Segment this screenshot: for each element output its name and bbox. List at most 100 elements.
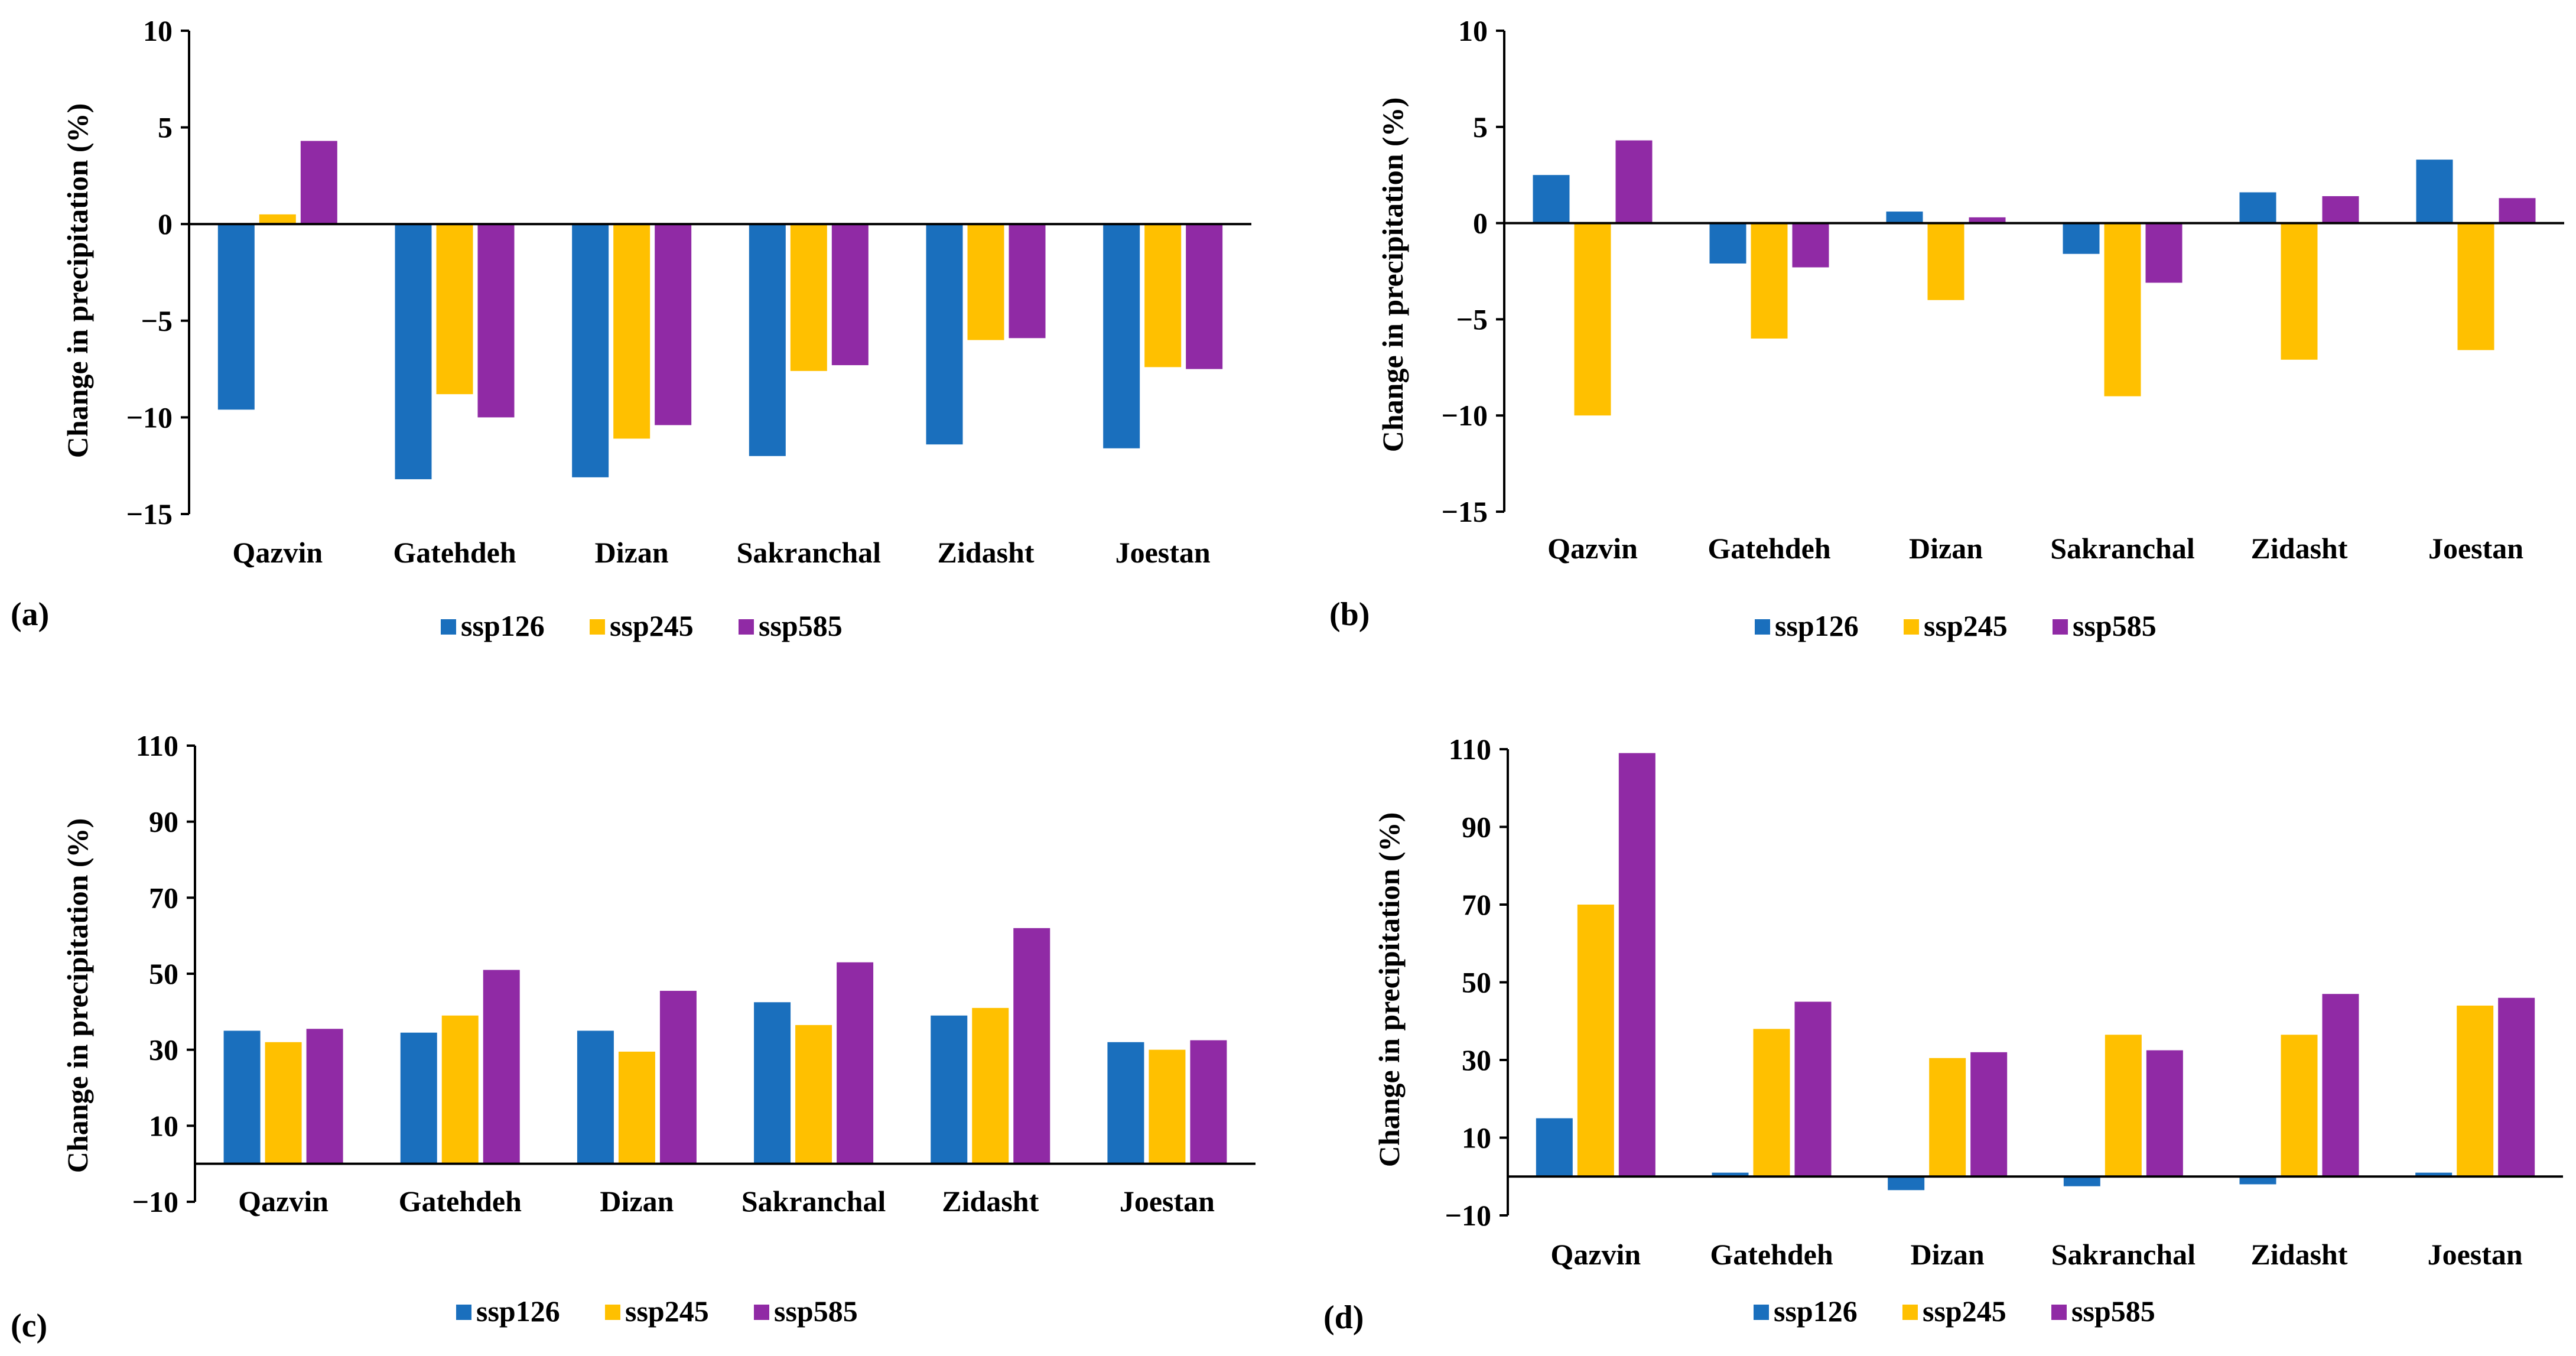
legend-label: ssp585 [2071,1295,2155,1328]
bar-ssp245 [1144,224,1182,368]
y-tick-label: 0 [158,207,173,240]
panel-b: (b) Change in precipitation (%) 10 5 0 −5 −1… [1329,14,2564,642]
bar-ssp585 [1009,224,1046,339]
bar-ssp585 [2146,1050,2183,1177]
x-category-label: Sakranchal [741,1185,886,1218]
x-category-label: Joestan [1115,536,1211,569]
bar-ssp245 [1927,223,1964,300]
legend-swatch-ssp126 [441,619,456,635]
bar-ssp585 [1792,223,1829,268]
bar-ssp245 [967,224,1004,340]
y-tick-label: 90 [149,805,178,838]
bar-ssp585 [2322,994,2359,1177]
y-tick-label: −10 [1442,399,1488,432]
bar-ssp585 [1618,753,1655,1177]
legend-label: ssp585 [2073,609,2157,642]
bar-ssp245 [618,1051,655,1164]
bar-ssp126 [1709,223,1746,264]
y-tick-label: 10 [143,14,173,47]
y-tick-label: 50 [1462,966,1491,999]
bar-ssp585 [1190,1040,1227,1164]
bar-ssp126 [754,1002,791,1164]
legend-swatch-ssp585 [2053,619,2068,635]
bar-ssp585 [2498,997,2535,1177]
y-axis-label: Change in precipitation (%) [61,103,94,458]
bar-ssp126 [577,1030,614,1164]
bar-ssp245 [613,224,650,439]
y-tick-label: −5 [141,304,173,337]
bar-ssp585 [1969,217,2006,223]
bar-ssp585 [1013,928,1050,1164]
y-tick-label: 10 [1462,1121,1491,1155]
legend-label: ssp245 [610,609,694,642]
x-category-label: Joestan [1120,1185,1215,1218]
bar-ssp245 [1574,223,1611,416]
bar-ssp126 [926,224,963,445]
x-category-label: Sakranchal [2050,532,2195,565]
x-category-label: Sakranchal [737,536,882,569]
legend-swatch-ssp126 [1754,1305,1769,1320]
y-axis-label: Change in precipitation (%) [1372,812,1406,1168]
legend-label: ssp245 [1924,609,2008,642]
x-category-label: Zidasht [942,1185,1039,1218]
x-category-label: Zidasht [938,536,1035,569]
bar-ssp245 [436,224,473,395]
bar-ssp126 [223,1030,261,1164]
y-tick-label: 110 [136,729,178,762]
bar-ssp245 [1577,905,1614,1177]
bar-ssp245 [1929,1058,1966,1177]
y-tick-label: 0 [1473,207,1488,240]
x-category-label: Dizan [1909,532,1983,565]
y-tick-label: 30 [1462,1043,1491,1077]
bar-ssp245 [2105,1035,2142,1177]
bar-ssp126 [749,224,786,456]
bar-ssp126 [2415,1172,2453,1177]
bar-ssp126 [1712,1172,1749,1177]
y-tick-label: 5 [158,111,173,144]
bar-ssp126 [2416,160,2453,223]
bar-ssp245 [795,1025,832,1164]
x-category-label: Zidasht [2251,1238,2348,1271]
legend-label: ssp245 [625,1295,709,1328]
x-category-label: Dizan [595,536,669,569]
bar-ssp245 [2281,223,2318,360]
legend-swatch-ssp245 [605,1305,620,1320]
y-axis-label: Change in precipitation (%) [61,818,94,1173]
bar-ssp585 [837,962,874,1164]
y-tick-label: −10 [126,401,173,434]
y-tick-label: −10 [132,1185,179,1218]
y-tick-label: −5 [1456,303,1488,336]
legend-label: ssp126 [461,609,545,642]
y-tick-label: −15 [1442,495,1488,528]
x-category-label: Gatehdeh [1710,1238,1833,1271]
bar-ssp245 [441,1015,479,1164]
x-category-label: Qazvin [238,1185,328,1218]
bar-ssp245 [2457,1005,2494,1177]
bar-ssp585 [1615,140,1653,223]
x-category-label: Gatehdeh [399,1185,522,1218]
y-tick-label: −15 [126,497,173,531]
y-axis-label: Change in precipitation (%) [1376,97,1409,453]
bar-ssp126 [217,224,255,410]
y-tick-label: 70 [149,881,178,914]
y-tick-label: −10 [1445,1199,1492,1232]
legend-label: ssp585 [759,609,843,642]
legend-swatch-ssp585 [739,619,754,635]
legend-label: ssp585 [774,1295,858,1328]
bar-ssp585 [300,141,337,225]
x-category-label: Qazvin [1550,1238,1641,1271]
bar-ssp126 [2239,1176,2276,1185]
legend-swatch-ssp245 [1902,1305,1918,1320]
x-category-label: Gatehdeh [393,536,516,569]
bar-ssp585 [831,224,869,366]
legend-label: ssp126 [1775,609,1859,642]
legend-label: ssp126 [476,1295,560,1328]
panel-label: (b) [1329,596,1370,633]
bar-ssp126 [1533,175,1570,223]
bar-ssp126 [400,1032,437,1164]
y-tick-label: 90 [1462,811,1491,844]
bar-ssp126 [1536,1118,1573,1177]
legend-swatch-ssp585 [2051,1305,2067,1320]
y-tick-label: 5 [1473,110,1488,144]
